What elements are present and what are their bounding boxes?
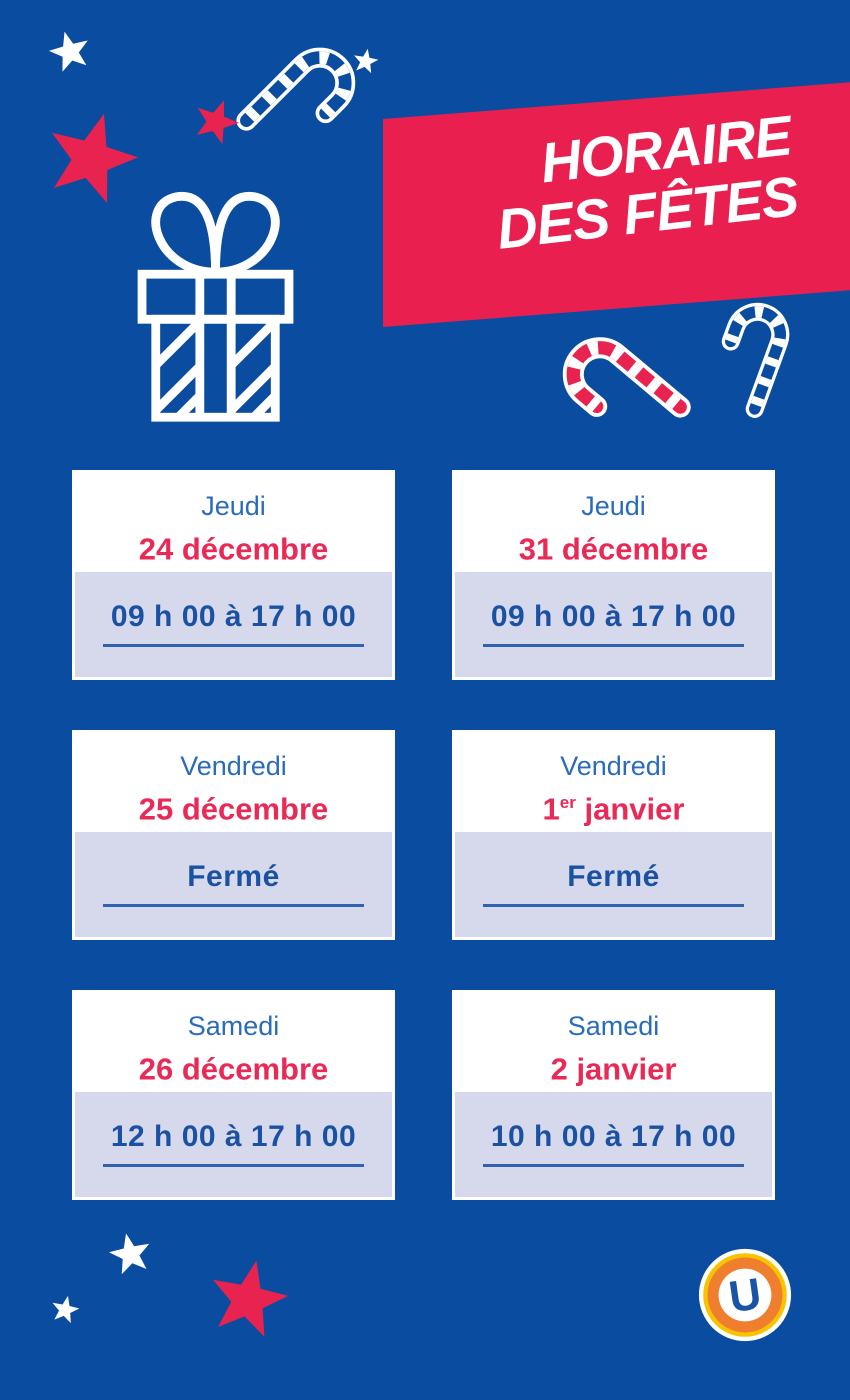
- candy-cane-icon: [697, 283, 808, 426]
- card-date: 24 décembre: [75, 523, 392, 569]
- star-icon: [350, 46, 381, 77]
- candy-cane-icon: [224, 20, 380, 176]
- card-divider: [103, 904, 364, 907]
- star-icon: [185, 91, 247, 153]
- card-day: Samedi: [567, 1011, 660, 1041]
- card-date-text: 24 décembre: [138, 531, 329, 567]
- card-divider: [103, 1164, 364, 1167]
- card-date: 31 décembre: [455, 523, 772, 569]
- schedule-card: Samedi 2 janvier 10 h 00 à 17 h 00: [452, 990, 775, 1200]
- card-day: Jeudi: [581, 491, 646, 521]
- candy-cane-icon: [537, 309, 704, 468]
- schedule-grid: Jeudi 24 décembre 09 h 00 à 17 h 00 Jeud…: [72, 470, 775, 1200]
- card-date: 1er janvier: [455, 783, 772, 829]
- star-icon: [198, 1250, 298, 1350]
- card-hours: 09 h 00 à 17 h 00: [110, 600, 357, 633]
- card-hours: 09 h 00 à 17 h 00: [490, 600, 737, 633]
- card-divider: [483, 1164, 744, 1167]
- schedule-card: Jeudi 31 décembre 09 h 00 à 17 h 00: [452, 470, 775, 680]
- star-icon: [43, 25, 97, 79]
- gift-icon: [137, 191, 294, 422]
- card-day: Vendredi: [560, 751, 667, 781]
- card-hours: Fermé: [567, 860, 660, 893]
- card-date-text: 1: [542, 791, 560, 827]
- card-hours: Fermé: [187, 860, 280, 893]
- card-date-sup: er: [559, 793, 576, 812]
- schedule-card: Vendredi 1er janvier Fermé: [452, 730, 775, 940]
- card-date: 2 janvier: [455, 1043, 772, 1089]
- schedule-card: Jeudi 24 décembre 09 h 00 à 17 h 00: [72, 470, 395, 680]
- card-date-text: 2 janvier: [550, 1051, 677, 1087]
- card-hours: 12 h 00 à 17 h 00: [110, 1120, 357, 1153]
- card-divider: [103, 644, 364, 647]
- card-hours: 10 h 00 à 17 h 00: [490, 1120, 737, 1153]
- card-divider: [483, 644, 744, 647]
- card-date-rest: janvier: [575, 791, 685, 827]
- card-day: Samedi: [187, 1011, 280, 1041]
- card-date-text: 25 décembre: [138, 791, 329, 827]
- card-divider: [483, 904, 744, 907]
- star-icon: [104, 1228, 157, 1281]
- card-date-text: 31 décembre: [518, 531, 709, 567]
- card-day: Vendredi: [180, 751, 287, 781]
- star-icon: [47, 1292, 83, 1328]
- schedule-card: Vendredi 25 décembre Fermé: [72, 730, 395, 940]
- u-logo-letter: U: [726, 1269, 764, 1322]
- card-date-text: 26 décembre: [138, 1051, 329, 1087]
- u-logo: U: [698, 1248, 792, 1342]
- schedule-card: Samedi 26 décembre 12 h 00 à 17 h 00: [72, 990, 395, 1200]
- card-date: 26 décembre: [75, 1043, 392, 1089]
- card-date: 25 décembre: [75, 783, 392, 829]
- card-day: Jeudi: [201, 491, 266, 521]
